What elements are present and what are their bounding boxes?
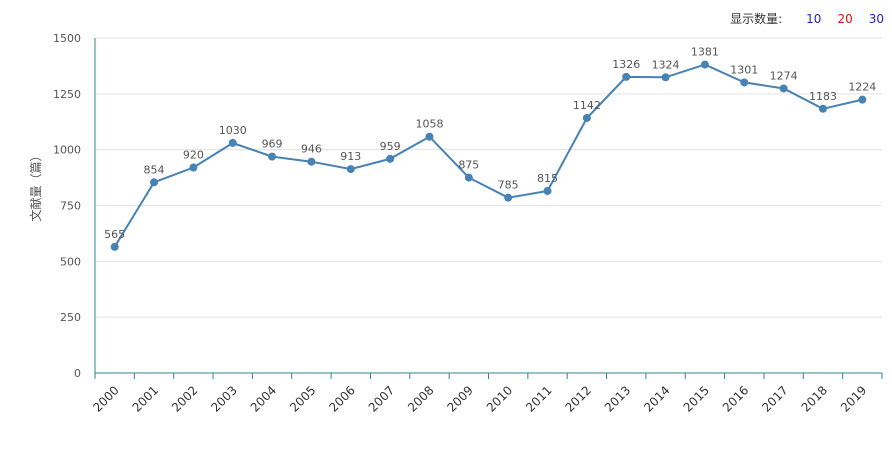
data-point[interactable] — [740, 78, 749, 87]
x-tick-label: 2013 — [602, 383, 633, 414]
y-tick-label: 750 — [60, 200, 81, 213]
x-tick-labels: 2000 2001 2002 2003 2004 2005 2006 2007 2008 2009… — [90, 383, 869, 414]
data-point[interactable] — [386, 154, 395, 163]
data-label: 1142 — [573, 99, 601, 112]
data-label: 1326 — [612, 58, 640, 71]
data-point[interactable] — [228, 138, 237, 147]
x-tick-label: 2015 — [681, 383, 712, 414]
data-labels: 565 854 920 1030 969 946 913 959 1058 875 785 815 11… — [104, 46, 876, 241]
axes — [94, 38, 883, 379]
data-point[interactable] — [504, 193, 513, 202]
y-tick-label: 250 — [60, 311, 81, 324]
data-points — [110, 60, 867, 251]
data-point[interactable] — [622, 72, 631, 81]
data-label: 565 — [104, 228, 125, 241]
series-line — [113, 63, 863, 248]
data-label: 1030 — [219, 124, 247, 137]
data-point[interactable] — [818, 104, 827, 113]
data-label: 946 — [301, 143, 322, 156]
y-tick-label: 1000 — [53, 144, 81, 157]
y-tick-label: 0 — [74, 367, 81, 380]
data-label: 875 — [458, 159, 479, 172]
x-tick-label: 2006 — [326, 383, 357, 414]
x-tick-label: 2002 — [169, 383, 200, 414]
data-point[interactable] — [425, 132, 434, 141]
data-point[interactable] — [582, 113, 591, 122]
x-tick-label: 2003 — [208, 383, 239, 414]
data-label: 1381 — [691, 46, 719, 59]
count-option-10[interactable]: 10 — [806, 11, 822, 26]
data-point[interactable] — [307, 157, 316, 166]
data-label: 1183 — [809, 90, 837, 103]
data-label: 1058 — [415, 118, 443, 131]
data-point[interactable] — [268, 152, 277, 161]
x-tick-label: 2004 — [248, 383, 279, 414]
x-tick-label: 2009 — [444, 383, 475, 414]
data-label: 1274 — [770, 69, 798, 82]
count-option-20[interactable]: 20 — [837, 11, 853, 26]
data-point[interactable] — [464, 173, 473, 182]
x-tick-label: 2001 — [130, 383, 161, 414]
y-tick-labels: 0 250 500 750 1000 1250 1500 — [53, 32, 81, 380]
x-tick-label: 2014 — [641, 383, 672, 414]
data-point[interactable] — [858, 95, 867, 104]
x-tick-label: 2008 — [405, 383, 436, 414]
display-count-control: 显示数量: 10 20 30 — [730, 10, 884, 27]
y-axis-label: 文献量（篇） — [28, 149, 43, 221]
x-tick-label: 2000 — [90, 383, 121, 414]
x-tick-label: 2005 — [287, 383, 318, 414]
data-point[interactable] — [700, 60, 709, 69]
data-label: 969 — [262, 138, 283, 151]
data-point[interactable] — [346, 165, 355, 174]
x-tick-label: 2007 — [366, 383, 397, 414]
y-tick-label: 500 — [60, 255, 81, 268]
x-tick-label: 2017 — [759, 383, 790, 414]
data-point[interactable] — [150, 178, 159, 187]
data-point[interactable] — [779, 84, 788, 93]
data-label: 913 — [340, 150, 361, 163]
data-label: 1324 — [652, 58, 680, 71]
display-count-label: 显示数量: — [730, 12, 783, 26]
x-tick-label: 2018 — [799, 383, 830, 414]
data-label: 959 — [380, 140, 401, 153]
x-tick-label: 2010 — [484, 383, 515, 414]
x-tick-label: 2012 — [562, 383, 593, 414]
data-label: 1301 — [730, 63, 758, 76]
grid-lines — [95, 37, 882, 318]
data-label: 785 — [498, 179, 519, 192]
x-tick-label: 2016 — [720, 383, 751, 414]
data-point[interactable] — [543, 186, 552, 195]
data-point[interactable] — [189, 163, 198, 172]
data-label: 1224 — [848, 81, 876, 94]
y-tick-label: 1250 — [53, 88, 81, 101]
data-point[interactable] — [661, 73, 670, 82]
count-option-30[interactable]: 30 — [868, 11, 884, 26]
data-label: 815 — [537, 172, 558, 185]
x-tick-label: 2011 — [523, 383, 554, 414]
x-tick-label: 2019 — [838, 383, 869, 414]
y-tick-label: 1500 — [53, 32, 81, 45]
data-label: 854 — [144, 163, 165, 176]
data-point[interactable] — [110, 242, 119, 251]
data-label: 920 — [183, 149, 204, 162]
